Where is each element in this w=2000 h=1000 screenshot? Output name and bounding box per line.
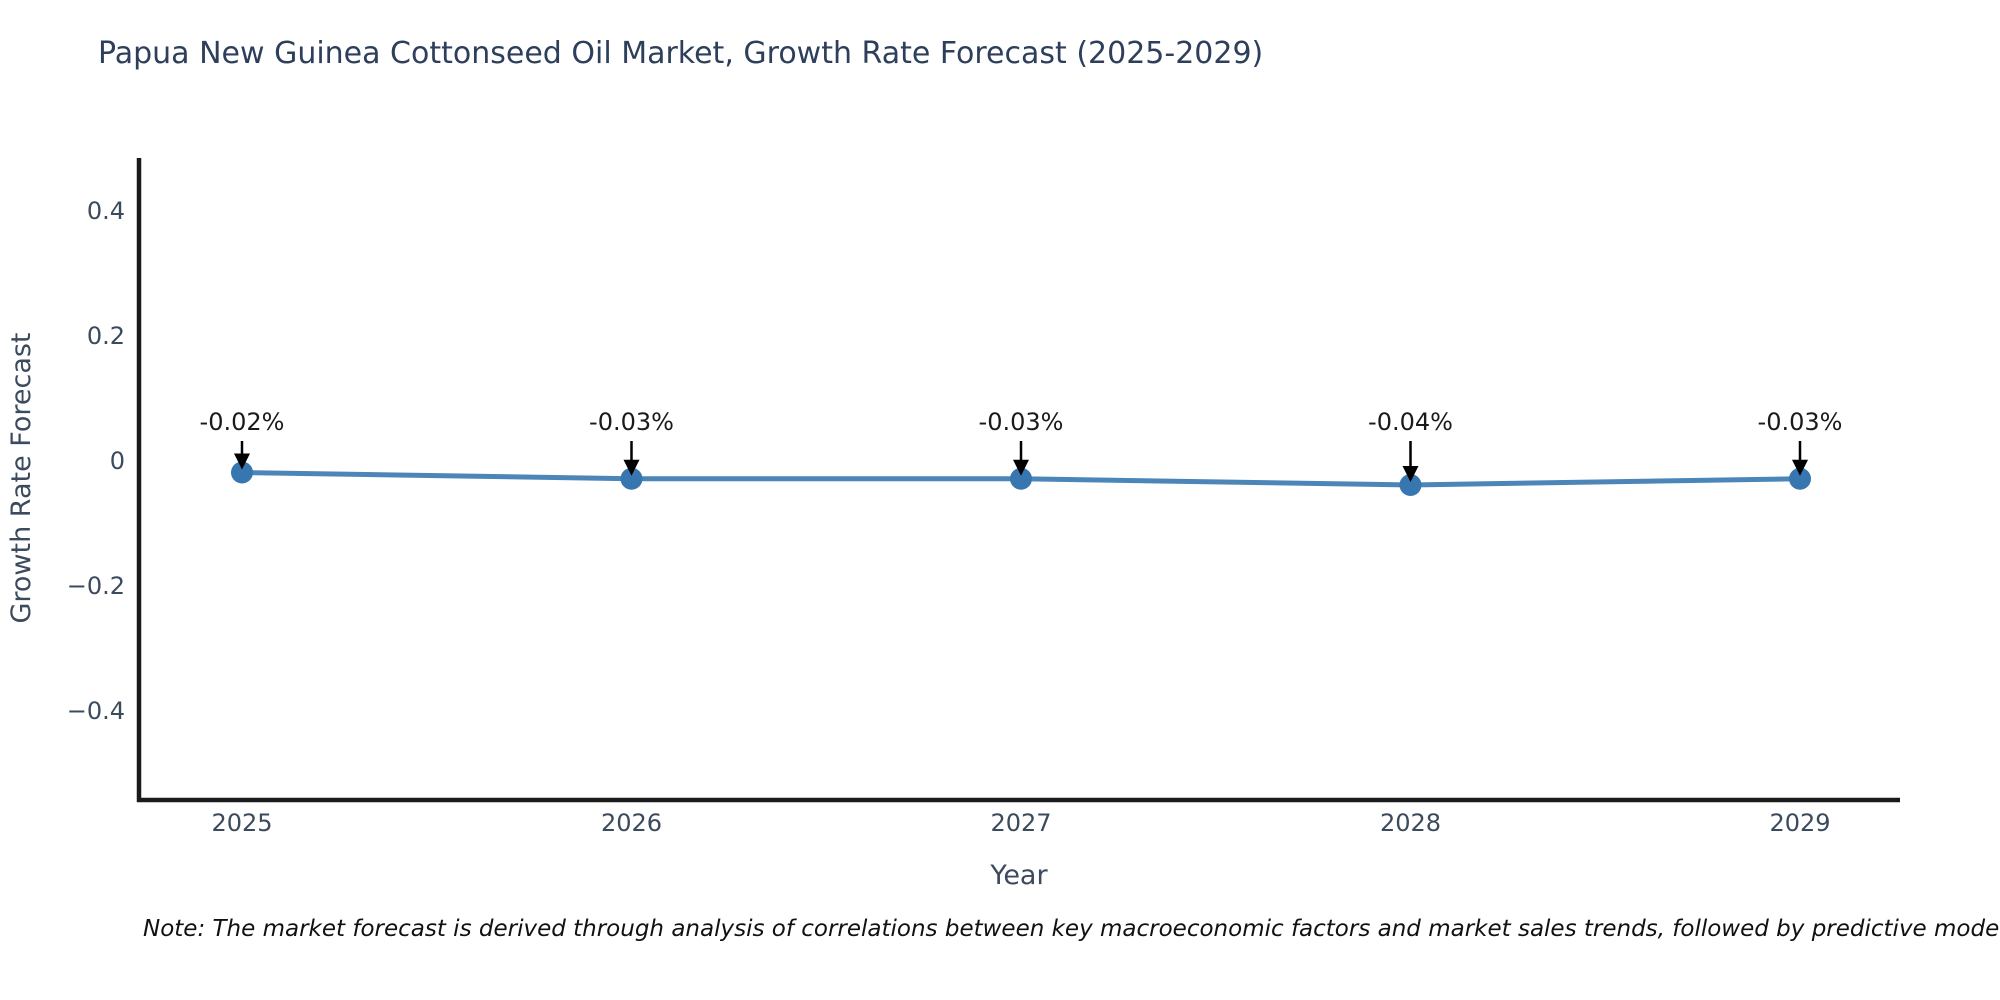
y-tick-label: −0.2: [67, 572, 125, 600]
annotation-arrow-head: [1402, 466, 1419, 482]
annotation-arrow-head: [1013, 459, 1029, 476]
x-tick-label: 2027: [990, 809, 1051, 837]
y-tick-label: 0: [110, 447, 125, 475]
annotation-arrow-head: [1792, 459, 1808, 476]
y-tick-label: 0.2: [87, 322, 125, 350]
data-point-marker: [1010, 467, 1032, 490]
y-tick-label: −0.4: [67, 697, 125, 725]
chart-title: Papua New Guinea Cottonseed Oil Market, …: [98, 36, 1264, 71]
data-point-marker: [1789, 467, 1811, 490]
data-point-label: -0.04%: [1368, 408, 1453, 436]
data-point-label: -0.02%: [200, 408, 285, 436]
data-point-label: -0.03%: [979, 408, 1064, 436]
data-point-marker: [620, 467, 643, 490]
y-tick-label: 0.4: [87, 197, 125, 225]
x-tick-label: 2025: [211, 809, 272, 837]
x-axis-title: Year: [989, 860, 1048, 891]
data-point-label: -0.03%: [589, 408, 674, 436]
annotation-arrow-head: [234, 453, 250, 470]
annotation-arrow-head: [623, 459, 640, 476]
x-tick-label: 2029: [1769, 809, 1830, 837]
footnote: Note: The market forecast is derived thr…: [143, 916, 2000, 942]
y-axis-title: Growth Rate Forecast: [6, 332, 37, 623]
x-tick-label: 2028: [1380, 809, 1441, 837]
data-point-marker: [1399, 474, 1422, 496]
x-tick-label: 2026: [601, 809, 662, 837]
data-point-label: -0.03%: [1758, 408, 1843, 436]
data-point-marker: [231, 461, 253, 484]
